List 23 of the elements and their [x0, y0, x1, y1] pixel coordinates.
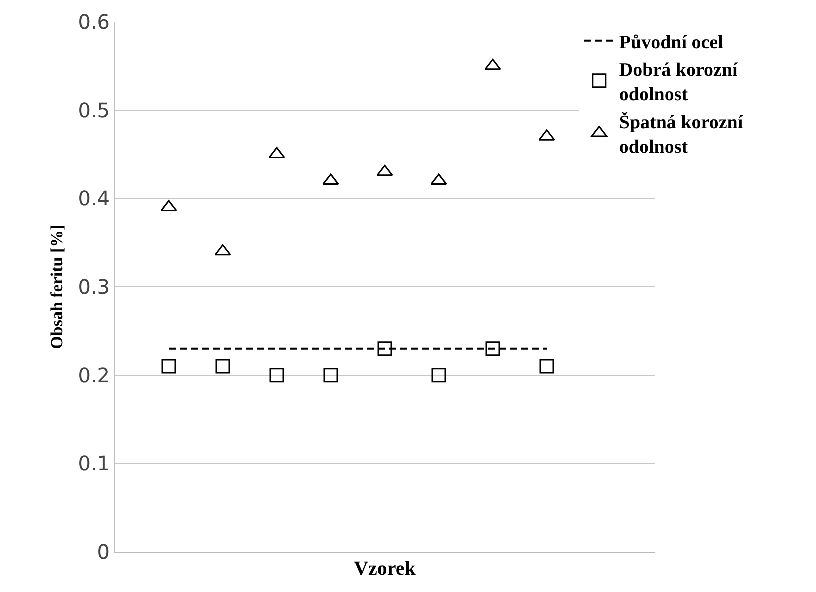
point — [162, 359, 176, 374]
y-tick-label: 0.2 — [78, 363, 110, 388]
point — [214, 244, 232, 256]
y-tick-label: 0.6 — [78, 10, 110, 34]
point — [540, 359, 554, 374]
point — [484, 58, 502, 70]
x-axis-title: Vzorek — [354, 558, 417, 580]
point — [324, 368, 338, 383]
y-tick-label: 0 — [97, 540, 110, 564]
point — [216, 359, 230, 374]
legend-label: Dobrá korozní odolnost — [619, 60, 739, 106]
y-tick-label: 0.3 — [78, 275, 110, 299]
point — [376, 164, 394, 176]
y-tick-label: 0.4 — [78, 186, 110, 211]
point — [432, 368, 446, 383]
y-axis-title: Obsah feritu [%] — [48, 224, 67, 350]
y-tick-label: 0.5 — [78, 98, 110, 122]
point — [486, 342, 500, 356]
legend-label: Původní ocel — [619, 32, 724, 54]
point — [270, 368, 284, 383]
point — [378, 342, 392, 356]
y-tick-label: 0.1 — [78, 452, 110, 476]
legend-label: Špatná korozní odolnost — [619, 111, 744, 158]
